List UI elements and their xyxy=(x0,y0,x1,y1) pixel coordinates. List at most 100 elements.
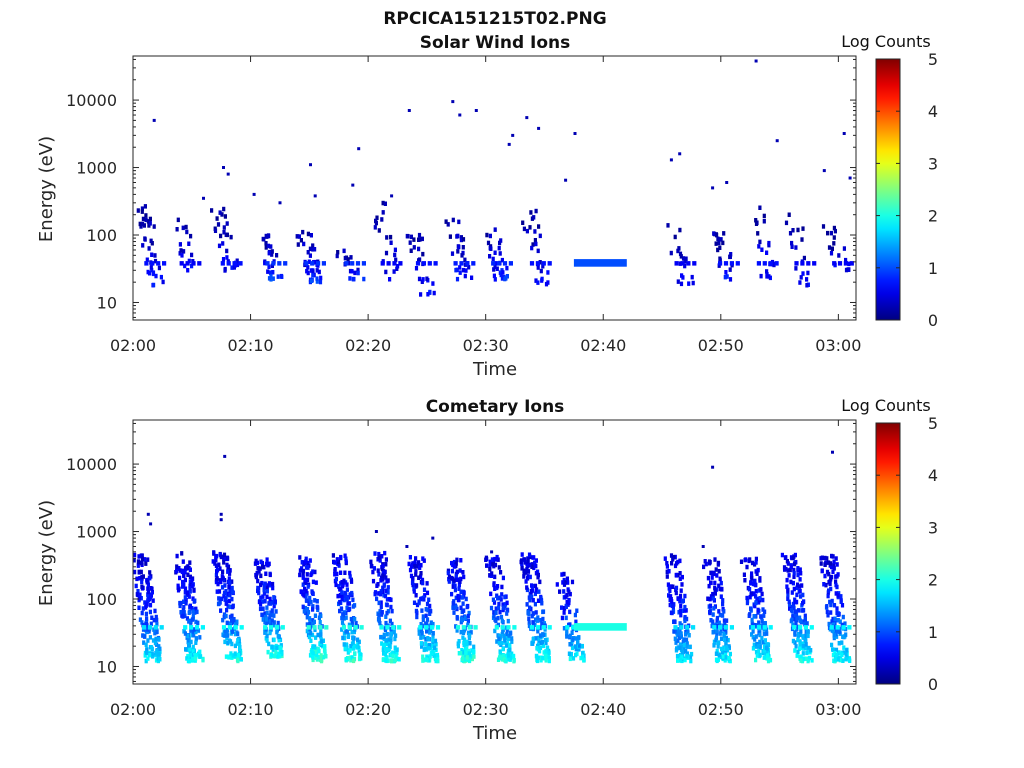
heatmap-cell xyxy=(796,632,801,637)
heatmap-cell xyxy=(344,597,349,602)
heatmap-cell xyxy=(182,599,186,604)
heatmap-cell xyxy=(186,268,190,273)
heatmap-cell xyxy=(679,612,683,618)
heatmap-cell xyxy=(715,623,719,629)
heatmap-cell xyxy=(275,629,279,635)
heatmap-cell xyxy=(767,656,771,662)
heatmap-cell xyxy=(764,645,769,651)
heatmap-cell xyxy=(346,601,350,606)
heatmap-cell xyxy=(717,240,721,246)
heatmap-cell xyxy=(217,243,222,249)
heatmap-cell xyxy=(236,638,240,643)
heatmap-cell xyxy=(300,560,304,565)
heatmap-cell xyxy=(538,260,542,265)
heatmap-cell xyxy=(307,634,311,640)
heatmap-cell xyxy=(804,642,808,647)
heatmap-cell xyxy=(414,266,419,271)
heatmap-cell xyxy=(768,657,773,663)
heatmap-cell xyxy=(525,228,529,234)
heatmap-cell xyxy=(319,632,323,637)
heatmap-cell xyxy=(198,635,202,640)
heatmap-cell xyxy=(806,658,810,664)
heatmap-dot xyxy=(313,194,317,198)
heatmap-cell xyxy=(499,272,503,278)
heatmap-cell xyxy=(835,625,840,630)
heatmap-cell xyxy=(717,263,721,268)
heatmap-cell xyxy=(563,606,567,611)
heatmap-cell xyxy=(666,582,670,587)
heatmap-cell xyxy=(345,582,349,587)
heatmap-cell xyxy=(184,597,188,603)
heatmap-cell xyxy=(266,649,270,655)
heatmap-cell xyxy=(428,654,432,659)
heatmap-cell xyxy=(420,236,424,242)
heatmap-cell xyxy=(344,642,348,647)
heatmap-cell xyxy=(333,560,337,565)
heatmap-cell xyxy=(672,629,676,634)
heatmap-cell xyxy=(309,233,313,238)
heatmap-cell xyxy=(272,603,276,609)
heatmap-cell xyxy=(385,597,389,602)
heatmap-cell xyxy=(452,559,457,565)
heatmap-cell xyxy=(335,557,339,562)
heatmap-cell xyxy=(711,596,715,601)
heatmap-cell xyxy=(315,276,319,281)
heatmap-cell xyxy=(710,575,714,580)
heatmap-cell xyxy=(304,588,308,594)
heatmap-cell xyxy=(538,645,543,650)
heatmap-cell xyxy=(151,598,155,603)
heatmap-cell xyxy=(190,583,194,589)
heatmap-cell xyxy=(413,564,417,569)
heatmap-cell xyxy=(146,656,150,661)
heatmap-cell xyxy=(754,594,758,599)
heatmap-cell xyxy=(568,591,572,597)
heatmap-cell xyxy=(265,261,270,266)
heatmap-cell xyxy=(136,208,140,213)
heatmap-cell xyxy=(747,558,751,564)
heatmap-cell xyxy=(194,629,198,635)
heatmap-cell xyxy=(278,653,282,659)
heatmap-cell xyxy=(760,591,764,597)
heatmap-cell xyxy=(307,598,311,604)
heatmap-cell xyxy=(529,588,533,594)
heatmap-cell xyxy=(428,608,432,614)
heatmap-cell xyxy=(182,573,186,578)
heatmap-cell xyxy=(455,625,461,630)
heatmap-cell xyxy=(836,650,841,656)
heatmap-cell xyxy=(467,625,472,630)
heatmap-cell xyxy=(214,557,218,563)
heatmap-cell xyxy=(272,645,276,650)
heatmap-cell xyxy=(350,590,354,596)
heatmap-cell xyxy=(398,261,403,266)
heatmap-cell xyxy=(493,250,497,255)
heatmap-cell xyxy=(564,604,568,609)
heatmap-cell xyxy=(420,628,424,634)
heatmap-cell xyxy=(379,634,383,640)
heatmap-dot xyxy=(511,133,515,137)
heatmap-cell xyxy=(669,594,673,599)
heatmap-cell xyxy=(679,634,683,639)
heatmap-cell xyxy=(796,582,800,587)
heatmap-cell xyxy=(385,655,389,660)
heatmap-cell xyxy=(346,650,350,655)
heatmap-cell xyxy=(538,655,542,660)
heatmap-cell xyxy=(844,257,848,263)
heatmap-cell xyxy=(215,553,219,559)
heatmap-cell xyxy=(577,647,581,652)
heatmap-cell xyxy=(265,589,269,594)
heatmap-cell xyxy=(543,637,548,643)
heatmap-dot xyxy=(822,169,826,173)
heatmap-cell xyxy=(799,629,803,634)
heatmap-cell xyxy=(751,622,755,627)
heatmap-cell xyxy=(390,629,394,635)
heatmap-cell xyxy=(538,648,542,654)
heatmap-cell xyxy=(819,561,823,566)
heatmap-cell xyxy=(832,225,836,231)
heatmap-cell xyxy=(370,564,374,569)
heatmap-cell xyxy=(750,617,754,623)
heatmap-cell xyxy=(565,634,569,639)
heatmap-cell xyxy=(215,567,220,573)
heatmap-cell xyxy=(844,267,849,273)
heatmap-cell xyxy=(219,579,223,585)
